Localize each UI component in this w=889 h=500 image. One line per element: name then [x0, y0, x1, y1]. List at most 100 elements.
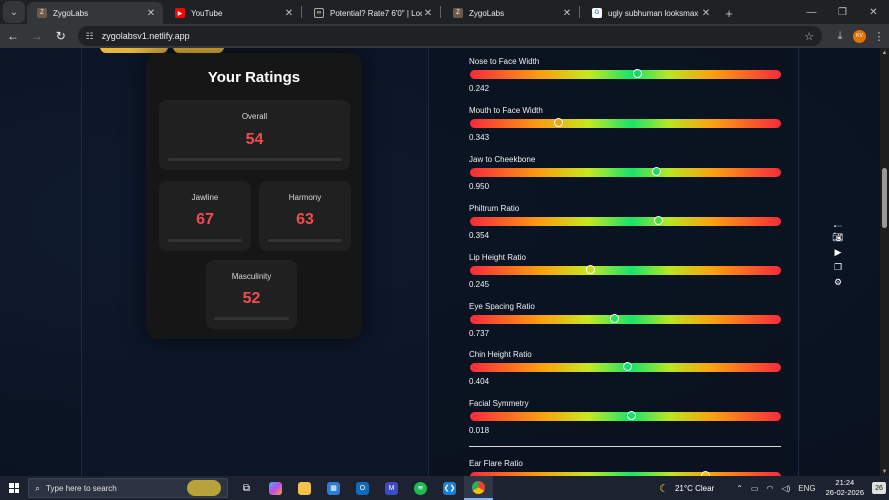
- metric-track: [470, 167, 781, 177]
- score-value: 54: [245, 131, 264, 148]
- close-tab-icon[interactable]: ✕: [701, 7, 711, 19]
- profile-avatar[interactable]: KV: [853, 29, 866, 43]
- download-icon[interactable]: ⤓: [837, 29, 843, 42]
- url-text[interactable]: zygolabsv1.netlify.app: [101, 31, 190, 41]
- metric-value: 0.018: [469, 426, 490, 435]
- harmony-score-box: Harmony 63: [259, 181, 351, 251]
- score-bar: [214, 317, 289, 320]
- wifi-icon[interactable]: ◠: [766, 483, 774, 493]
- metric-name: Facial Symmetry: [469, 399, 529, 408]
- metric-value: 0.343: [469, 133, 490, 142]
- metric-marker: [626, 411, 636, 420]
- settings-gear-icon[interactable]: ⚙: [833, 277, 843, 287]
- microsoft-store-icon[interactable]: ▦: [319, 476, 348, 500]
- new-tab-button[interactable]: +: [725, 5, 733, 21]
- metric-track: [470, 118, 781, 128]
- drag-handle-icon[interactable]: ▪⋯: [833, 223, 843, 230]
- back-icon[interactable]: ←: [6, 29, 19, 43]
- close-window-icon[interactable]: ✕: [869, 6, 878, 18]
- metric-value: 0.245: [469, 280, 490, 289]
- close-tab-icon[interactable]: ✕: [423, 7, 433, 19]
- action-button[interactable]: [173, 48, 224, 53]
- tab-search-chevron-icon[interactable]: ⌄: [3, 1, 25, 23]
- tab-zygolabs-2[interactable]: Z ZygoLabs ✕: [443, 2, 579, 24]
- volume-icon[interactable]: ◁): [781, 483, 791, 493]
- metric-name: Philtrum Ratio: [469, 204, 520, 213]
- spotify-icon[interactable]: ≋: [406, 476, 435, 500]
- scroll-up-icon[interactable]: ▲: [881, 49, 888, 56]
- notification-badge[interactable]: 26: [872, 482, 886, 494]
- search-highlight-image: [187, 480, 221, 496]
- window-controls: — ❐ ✕: [796, 0, 889, 24]
- section-divider: [469, 446, 781, 447]
- score-label: Masculinity: [231, 272, 272, 281]
- language-indicator[interactable]: ENG: [798, 483, 816, 493]
- score-value: 52: [242, 290, 261, 307]
- metric-value: 0.737: [469, 329, 490, 338]
- video-camera-icon[interactable]: ▶: [834, 247, 842, 257]
- metric-marker: [654, 216, 664, 225]
- network-icon[interactable]: ▭: [750, 483, 759, 493]
- action-button[interactable]: [100, 48, 168, 53]
- tab-looksmax-thread[interactable]: ∞ Potential? Rate7 6'0" | Looksma ✕: [304, 2, 440, 24]
- outlook-icon[interactable]: O: [348, 476, 377, 500]
- metric-track: [470, 362, 781, 372]
- metric-track: [470, 216, 781, 226]
- site-info-icon[interactable]: ☷: [85, 30, 94, 41]
- metric-name: Mouth to Face Width: [469, 106, 543, 115]
- system-tray: ☾ 21°C Clear ⌃ ▭ ◠ ◁) ENG 21:24 26-02-20…: [659, 476, 889, 500]
- score-label: Jawline: [191, 193, 219, 202]
- youtube-icon: ▶: [175, 8, 185, 18]
- start-button[interactable]: [0, 476, 28, 500]
- metric-name: Ear Flare Ratio: [469, 459, 523, 468]
- metric-track: [470, 265, 781, 275]
- close-tab-icon[interactable]: ✕: [146, 7, 156, 19]
- search-icon: ⌕: [35, 482, 41, 493]
- metric-value: 0.242: [469, 84, 490, 93]
- metric-value: 0.950: [469, 182, 490, 191]
- address-bar[interactable]: ☷ zygolabsv1.netlify.app ☆: [77, 26, 822, 46]
- copy-icon[interactable]: ❐: [833, 262, 843, 272]
- weather-widget[interactable]: ☾ 21°C Clear: [659, 482, 714, 495]
- scroll-down-icon[interactable]: ▼: [881, 468, 888, 475]
- score-bar: [268, 239, 342, 242]
- show-hidden-icons-chevron-icon[interactable]: ⌃: [736, 483, 743, 493]
- visual-studio-icon[interactable]: M: [377, 476, 406, 500]
- file-explorer-icon[interactable]: [290, 476, 319, 500]
- reload-icon[interactable]: ↻: [55, 29, 66, 43]
- overall-score-box: Overall 54: [159, 100, 350, 170]
- jawline-score-box: Jawline 67: [159, 181, 251, 251]
- tab-separator: [301, 6, 302, 18]
- metric-name: Nose to Face Width: [469, 57, 540, 66]
- zygolabs-avatar-icon: Z: [453, 8, 463, 18]
- minimize-icon[interactable]: —: [806, 6, 817, 18]
- browser-tab-strip: ⌄ Z ZygoLabs ✕ ▶ YouTube ✕ ∞ Potential? …: [0, 0, 889, 24]
- score-value: 63: [296, 211, 314, 228]
- camera-icon[interactable]: 📷︎: [832, 232, 844, 242]
- vscode-icon[interactable]: ❮❯: [435, 476, 464, 500]
- page-scrollbar[interactable]: ▲ ▼: [880, 48, 889, 476]
- metric-marker: [701, 471, 711, 476]
- google-icon: G: [592, 8, 602, 18]
- task-view-icon[interactable]: ⧉: [242, 482, 251, 494]
- chrome-icon[interactable]: [464, 476, 493, 500]
- close-tab-icon[interactable]: ✕: [562, 7, 572, 19]
- taskbar-search-box[interactable]: ⌕ Type here to search: [28, 478, 228, 498]
- scrollbar-thumb[interactable]: [882, 168, 887, 228]
- metric-marker: [610, 314, 620, 323]
- copilot-icon[interactable]: [261, 476, 290, 500]
- ratings-card: Your Ratings Overall 54 Jawline 67 Harmo…: [146, 53, 362, 339]
- maximize-icon[interactable]: ❐: [838, 6, 847, 18]
- close-tab-icon[interactable]: ✕: [284, 7, 294, 19]
- tab-zygolabs[interactable]: Z ZygoLabs ✕: [27, 2, 163, 24]
- tab-separator: [579, 6, 580, 18]
- metric-value: 0.354: [469, 231, 490, 240]
- forward-icon[interactable]: →: [30, 29, 43, 43]
- tab-youtube[interactable]: ▶ YouTube ✕: [165, 2, 301, 24]
- more-menu-icon[interactable]: ⋮: [873, 30, 885, 43]
- tab-title: ZygoLabs: [469, 8, 505, 18]
- tab-google-search[interactable]: G ugly subhuman looksmax org ✕: [582, 2, 718, 24]
- bookmark-star-icon[interactable]: ☆: [804, 30, 814, 43]
- metric-track: [470, 411, 781, 421]
- clock[interactable]: 21:24 26-02-2026: [826, 478, 864, 498]
